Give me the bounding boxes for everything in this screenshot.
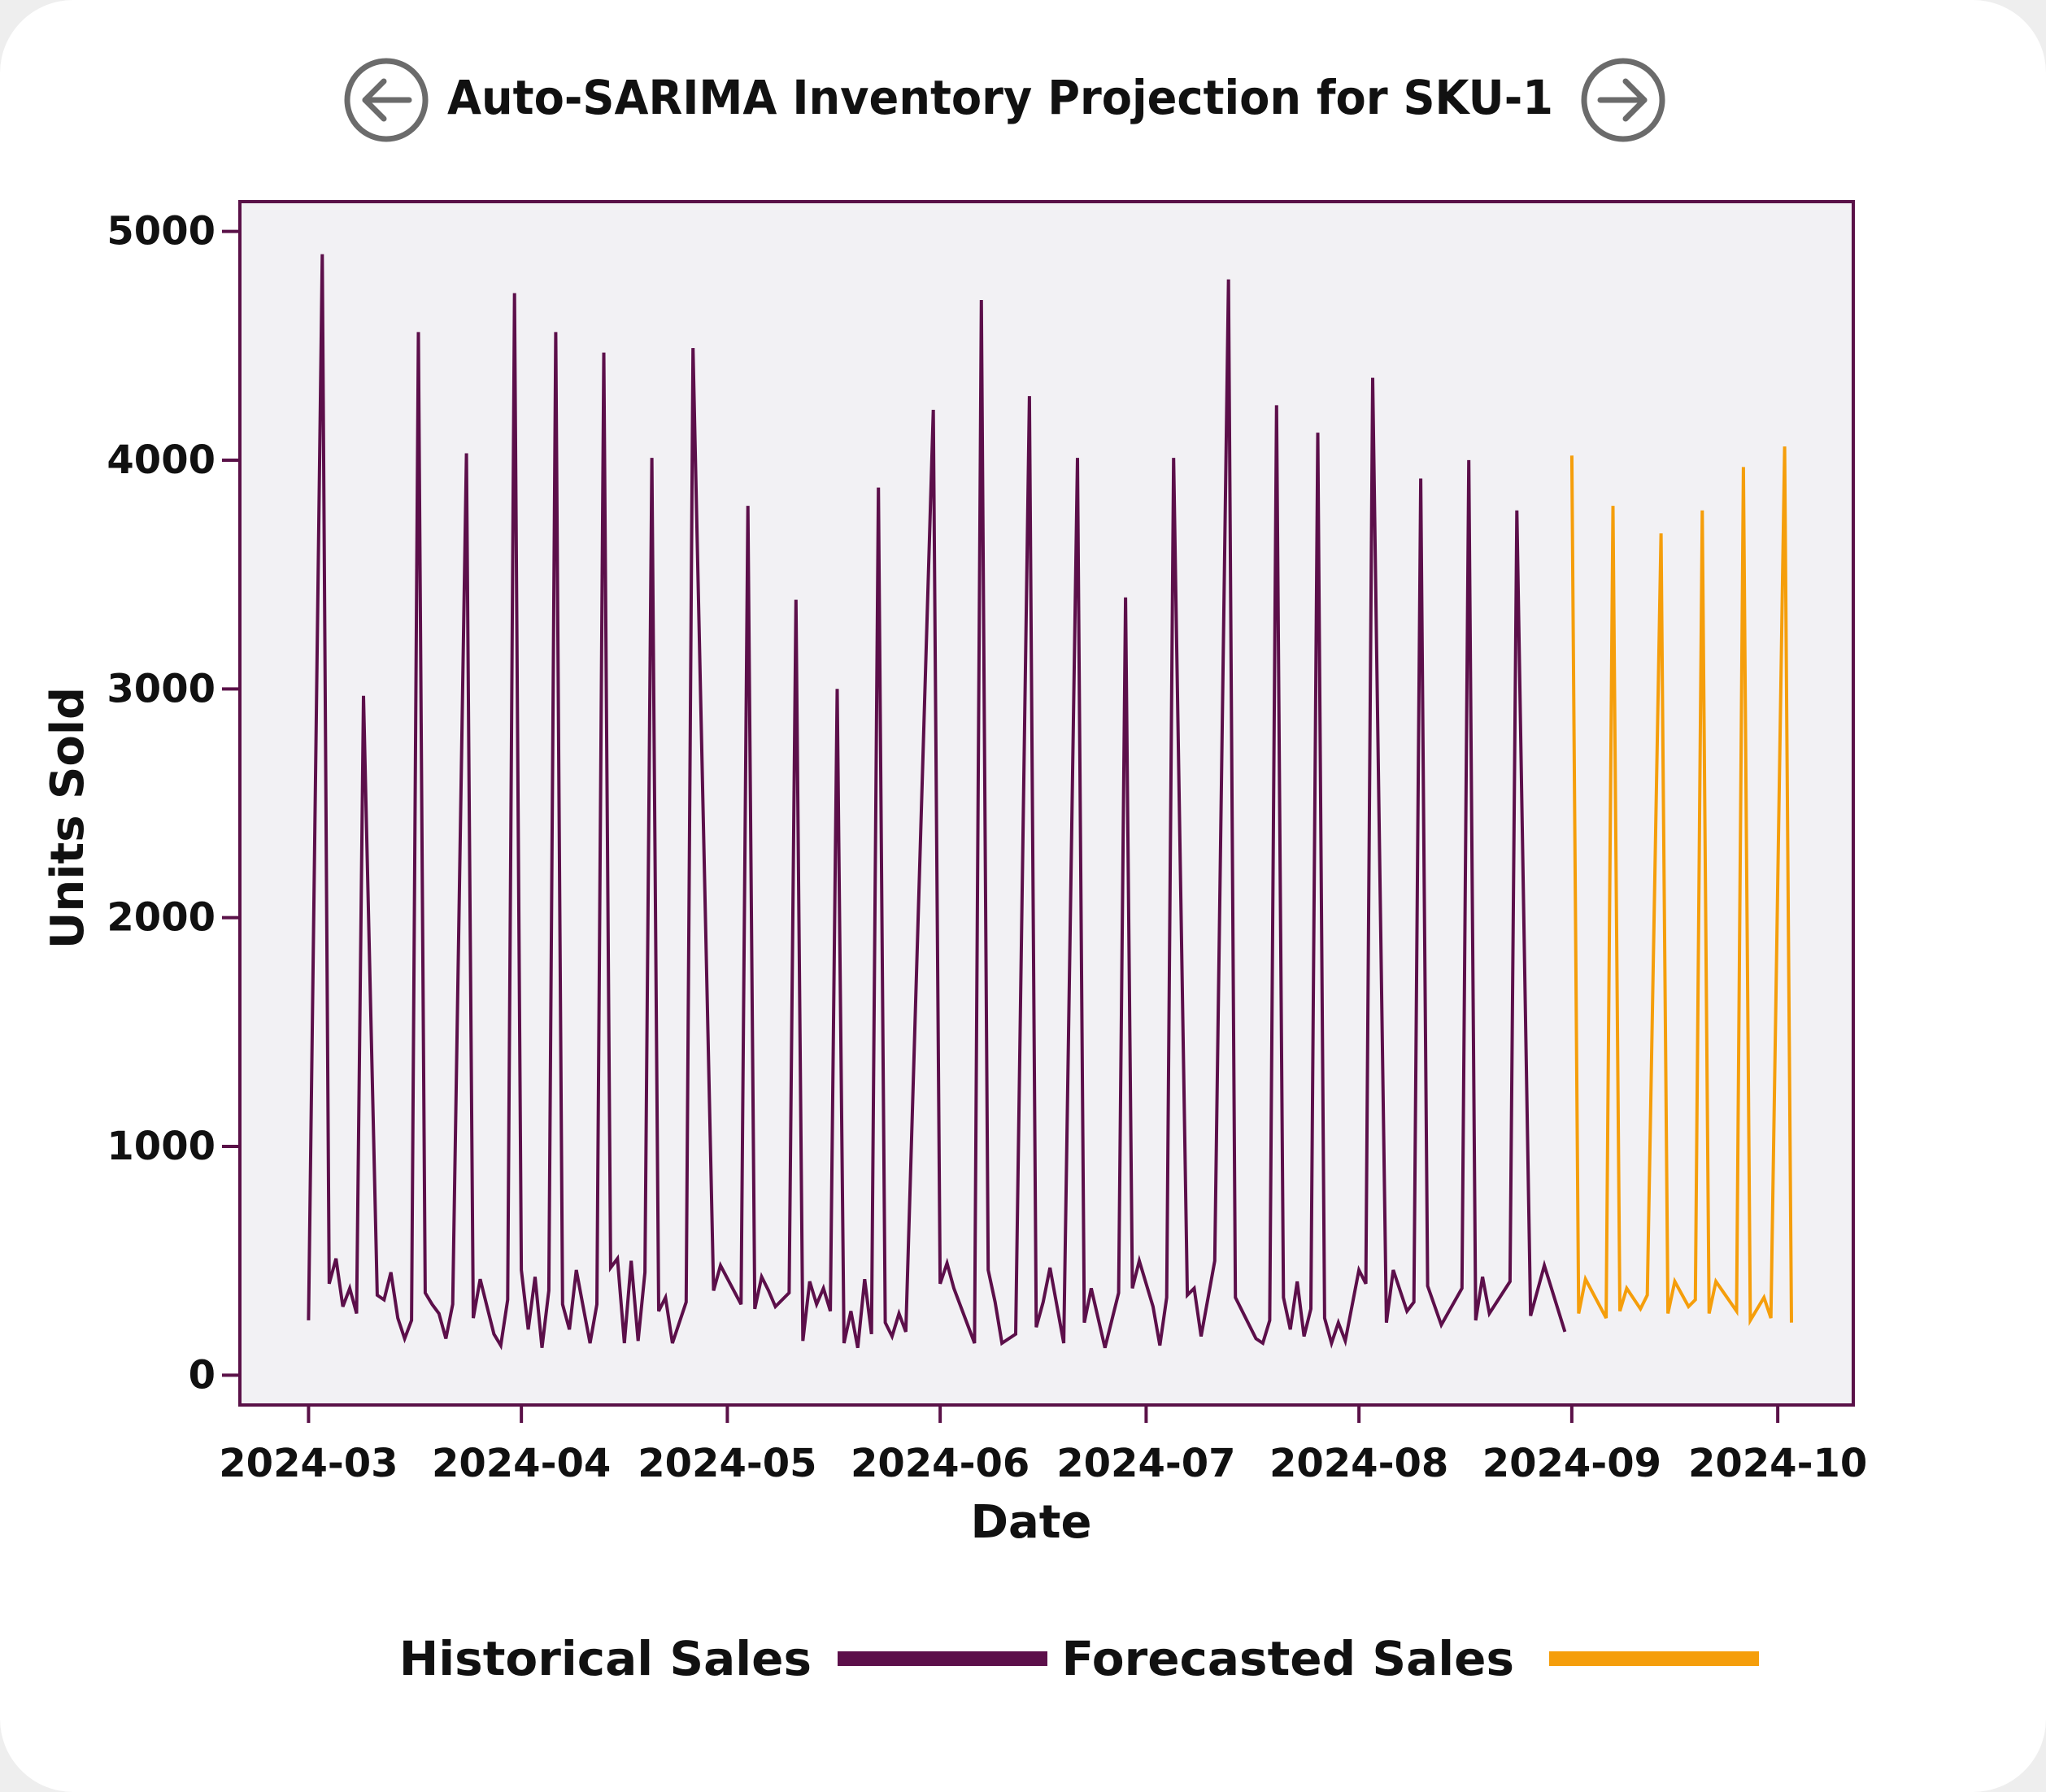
series-line-forecast — [1569, 446, 1793, 1327]
x-axis: 2024-03 2024-04 2024-05 2024-06 2024-07 2024-… — [219, 1405, 1867, 1486]
chart-title: Auto-SARIMA Inventory Projection for SKU… — [447, 70, 1553, 125]
x-tick-label: 2024-05 — [638, 1441, 816, 1486]
legend-label-historical: Historical Sales — [399, 1631, 812, 1686]
next-chart-button[interactable] — [1581, 58, 1665, 142]
series-layer — [307, 254, 1793, 1351]
x-tick-label: 2024-06 — [851, 1441, 1030, 1486]
arrow-right-circle-icon — [1597, 78, 1648, 122]
x-tick-label: 2024-09 — [1482, 1441, 1661, 1486]
x-tick-label: 2024-07 — [1056, 1441, 1235, 1486]
x-tick-label: 2024-04 — [432, 1441, 611, 1486]
y-tick-label: 1000 — [107, 1124, 215, 1169]
y-tick-label: 0 — [189, 1352, 215, 1398]
legend-label-forecast: Forecasted Sales — [1061, 1631, 1514, 1686]
x-axis-title: Date — [970, 1496, 1091, 1549]
y-tick-label: 4000 — [107, 437, 215, 483]
y-tick-label: 2000 — [107, 895, 215, 941]
series-line-historical — [307, 254, 1567, 1351]
y-tick-label: 5000 — [107, 209, 215, 254]
arrow-left-circle-icon — [362, 78, 412, 122]
x-tick-label: 2024-10 — [1688, 1441, 1867, 1486]
x-tick-label: 2024-08 — [1269, 1441, 1448, 1486]
y-tick-label: 3000 — [107, 666, 215, 711]
x-tick-label: 2024-03 — [219, 1441, 398, 1486]
legend: Historical Sales Forecasted Sales — [399, 1631, 1759, 1686]
y-axis: 0 1000 2000 3000 4000 5000 — [107, 209, 240, 1398]
y-axis-title: Units Sold — [41, 687, 94, 949]
previous-chart-button[interactable] — [344, 58, 429, 142]
